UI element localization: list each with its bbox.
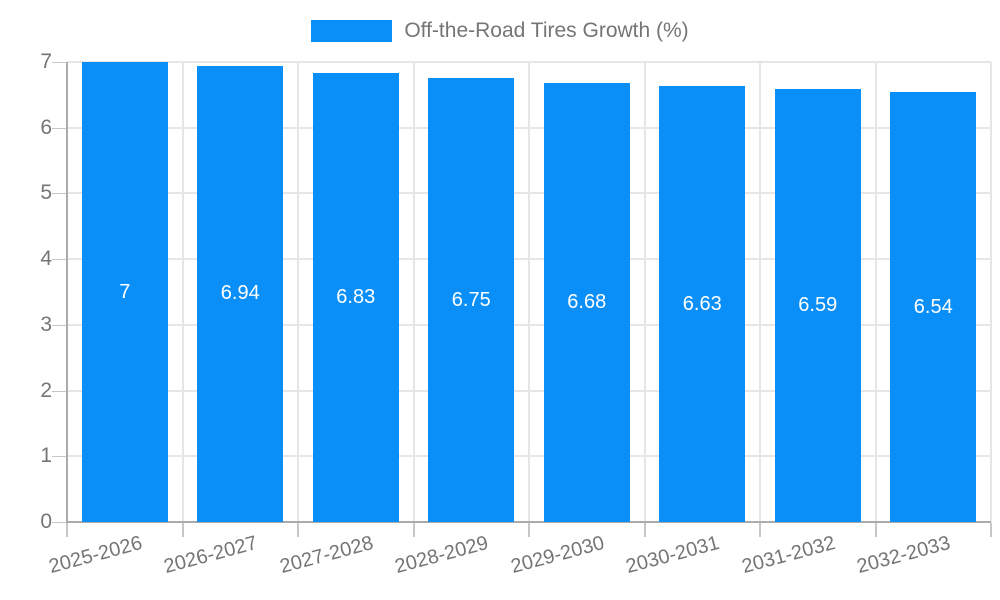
y-axis-tick xyxy=(52,522,67,523)
y-axis-tick xyxy=(52,456,67,458)
x-axis-tick xyxy=(181,523,184,537)
bar: 6.63 xyxy=(659,86,746,522)
x-axis-category-label: 2026-2027 xyxy=(161,532,260,579)
x-axis-category-label: 2030-2031 xyxy=(623,532,722,579)
x-axis-tick xyxy=(874,523,877,537)
y-axis-tick-label: 1 xyxy=(40,444,52,468)
vertical-gridline xyxy=(874,62,877,522)
bar-value-label: 6.94 xyxy=(220,282,260,305)
x-axis-tick xyxy=(297,523,299,537)
bar: 6.68 xyxy=(543,83,630,522)
x-axis-tick xyxy=(412,523,415,537)
y-axis-tick-label: 7 xyxy=(40,50,52,73)
bar-value-label: 6.63 xyxy=(682,292,722,315)
vertical-gridline xyxy=(412,62,415,522)
y-axis-tick-label: 0 xyxy=(40,510,52,533)
horizontal-gridline xyxy=(67,389,991,392)
vertical-gridline xyxy=(990,62,992,522)
bar-value-label: 7 xyxy=(119,280,131,303)
vertical-gridline xyxy=(759,62,761,522)
y-axis-tick-label: 5 xyxy=(40,181,52,205)
chart-legend: Off-the-Road Tires Growth (%) xyxy=(0,20,1000,42)
y-axis-tick-label: 3 xyxy=(40,312,52,336)
y-axis-tick xyxy=(52,259,67,261)
horizontal-gridline xyxy=(67,455,991,458)
legend-label: Off-the-Road Tires Growth (%) xyxy=(404,19,689,42)
y-axis-tick xyxy=(52,127,67,129)
x-axis-tick xyxy=(990,523,992,537)
horizontal-gridline xyxy=(67,323,991,326)
y-axis-tick-label: 2 xyxy=(40,378,52,402)
bar: 6.54 xyxy=(890,92,977,522)
bar: 6.75 xyxy=(428,78,515,522)
horizontal-gridline xyxy=(67,126,991,129)
horizontal-gridline xyxy=(67,192,991,195)
bar-value-label: 6.68 xyxy=(567,291,607,313)
x-axis-baseline xyxy=(67,521,991,523)
legend-swatch xyxy=(311,20,393,42)
bar-value-label: 6.75 xyxy=(451,288,491,311)
bar-value-label: 6.54 xyxy=(913,295,953,318)
x-axis-category-label: 2032-2033 xyxy=(854,532,953,579)
horizontal-gridline xyxy=(67,61,991,63)
x-axis-tick xyxy=(643,523,646,537)
vertical-gridline xyxy=(181,62,184,522)
bar: 6.83 xyxy=(312,73,399,522)
bar-value-label: 6.83 xyxy=(336,286,376,309)
bar: 6.59 xyxy=(774,88,861,522)
y-axis-tick xyxy=(52,390,67,392)
x-axis-tick xyxy=(66,523,68,537)
y-axis-line xyxy=(66,62,68,524)
horizontal-gridline xyxy=(67,258,991,261)
y-axis-tick-label: 4 xyxy=(40,247,52,271)
x-axis-tick xyxy=(528,523,530,537)
x-axis-category-label: 2031-2032 xyxy=(739,532,838,579)
x-axis-category-label: 2029-2030 xyxy=(508,532,607,579)
y-axis-tick xyxy=(52,62,67,63)
x-axis-category-label: 2027-2028 xyxy=(277,532,376,579)
vertical-gridline xyxy=(297,62,299,522)
y-axis-tick-label: 6 xyxy=(40,115,52,139)
x-axis-tick xyxy=(759,523,761,537)
vertical-gridline xyxy=(528,62,530,522)
x-axis-category-label: 2028-2029 xyxy=(392,532,491,579)
bar: 6.94 xyxy=(197,65,284,522)
x-axis-category-label: 2025-2026 xyxy=(46,532,145,579)
bar-value-label: 6.59 xyxy=(798,293,838,316)
vertical-gridline xyxy=(643,62,646,522)
y-axis-tick xyxy=(52,193,67,195)
bar: 7 xyxy=(81,62,168,522)
y-axis-tick xyxy=(52,324,67,326)
